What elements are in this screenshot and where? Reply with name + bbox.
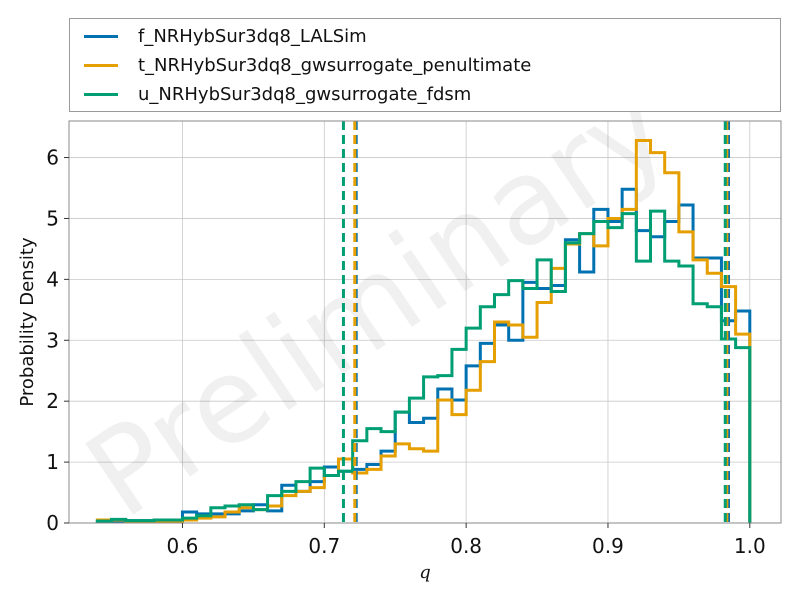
y-axis-ticks: 0 1 2 3 4 5 6 (46, 146, 69, 535)
x-tick-label: 0.8 (450, 534, 482, 558)
legend-item: u_NRHybSur3dq8_gwsurrogate_fdsm (84, 80, 471, 108)
y-tick-label: 3 (46, 328, 59, 352)
legend-item: t_NRHybSur3dq8_gwsurrogate_penultimate (84, 51, 531, 79)
x-tick-label: 0.6 (167, 534, 199, 558)
histogram-series (95, 209, 752, 523)
y-tick-label: 6 (46, 146, 59, 170)
histogram-series (95, 138, 752, 523)
legend-swatch (84, 63, 118, 67)
legend-swatch (84, 34, 118, 38)
y-tick-label: 2 (46, 389, 59, 413)
legend-item: f_NRHybSur3dq8_LALSim (84, 22, 367, 50)
histogram-series (95, 187, 752, 524)
y-tick-label: 1 (46, 450, 59, 474)
x-tick-label: 0.7 (308, 534, 340, 558)
legend-label: u_NRHybSur3dq8_gwsurrogate_fdsm (138, 83, 472, 105)
vline-layer (341, 121, 731, 523)
x-axis-label: q (419, 562, 431, 583)
x-tick-label: 1.0 (734, 534, 766, 558)
x-tick-label: 0.9 (592, 534, 624, 558)
legend-swatch (84, 92, 118, 96)
legend-label: t_NRHybSur3dq8_gwsurrogate_penultimate (138, 54, 532, 76)
legend-label: f_NRHybSur3dq8_LALSim (138, 25, 367, 47)
legend: f_NRHybSur3dq8_LALSim t_NRHybSur3dq8_gws… (69, 18, 781, 112)
y-tick-label: 5 (46, 206, 59, 230)
series-layer (95, 138, 752, 524)
y-tick-label: 0 (46, 511, 59, 535)
axes-frame (68, 120, 782, 524)
y-axis-label: Probability Density (17, 237, 38, 407)
watermark-text: Preliminary (62, 57, 692, 544)
x-axis-ticks: 0.6 0.7 0.8 0.9 1.0 (167, 523, 766, 558)
y-tick-label: 4 (46, 267, 59, 291)
